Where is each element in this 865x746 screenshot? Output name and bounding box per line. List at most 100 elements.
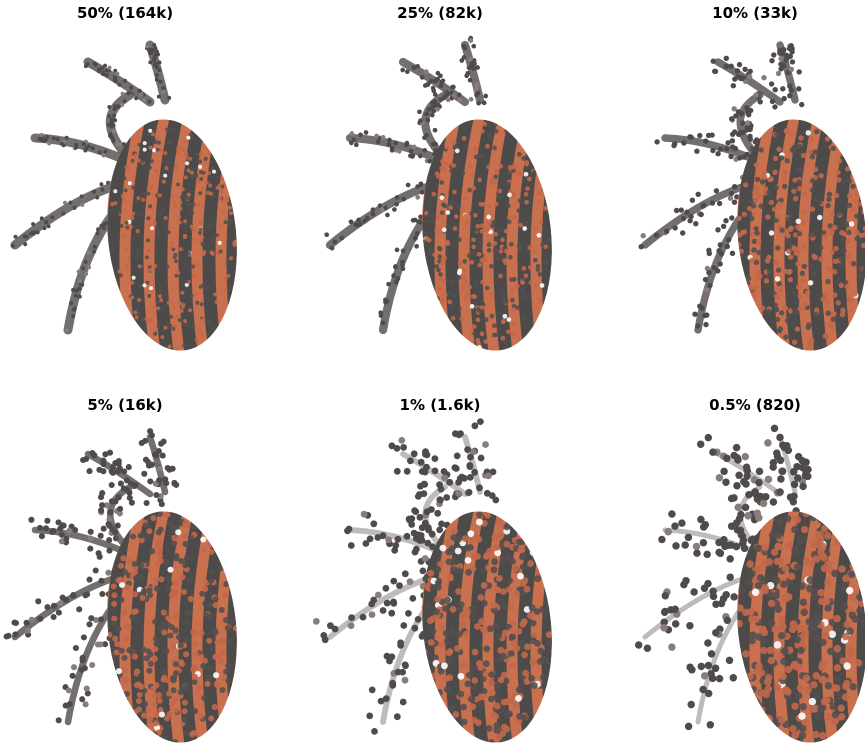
point xyxy=(672,225,678,231)
point xyxy=(210,238,215,243)
point xyxy=(804,686,812,694)
point xyxy=(817,597,826,605)
point xyxy=(61,211,66,216)
point xyxy=(151,731,158,738)
point xyxy=(406,578,414,586)
point xyxy=(438,520,445,528)
point xyxy=(824,604,832,612)
point xyxy=(476,484,483,492)
point xyxy=(383,297,388,303)
point xyxy=(182,541,189,548)
point xyxy=(402,662,409,670)
point xyxy=(422,239,427,245)
point xyxy=(131,653,139,660)
point-cloud xyxy=(3,428,248,746)
point xyxy=(727,195,734,201)
point xyxy=(847,297,853,303)
point xyxy=(753,288,759,294)
point xyxy=(755,269,762,275)
point xyxy=(782,169,788,175)
point xyxy=(130,533,137,540)
point xyxy=(45,135,50,139)
point xyxy=(725,140,731,146)
point xyxy=(515,305,521,311)
point xyxy=(201,187,206,192)
point xyxy=(773,683,782,691)
point xyxy=(772,104,778,110)
point xyxy=(166,711,173,718)
point xyxy=(774,293,780,299)
point xyxy=(460,285,466,290)
point xyxy=(702,312,708,319)
point xyxy=(379,607,387,614)
point xyxy=(86,576,93,583)
point xyxy=(672,542,680,550)
point xyxy=(764,258,771,264)
point xyxy=(171,524,178,531)
point xyxy=(817,245,824,251)
point xyxy=(117,82,122,87)
point xyxy=(840,147,847,153)
point xyxy=(762,493,770,501)
point xyxy=(694,148,700,154)
point xyxy=(10,243,15,248)
point xyxy=(678,519,686,527)
point xyxy=(847,570,856,579)
point xyxy=(500,698,508,706)
point xyxy=(780,86,786,92)
point xyxy=(680,580,688,589)
point xyxy=(466,474,474,481)
point xyxy=(224,216,229,221)
point xyxy=(511,331,517,336)
point xyxy=(456,270,462,276)
point xyxy=(446,478,454,486)
point xyxy=(471,422,479,430)
point xyxy=(775,651,784,660)
point xyxy=(165,586,172,593)
point xyxy=(207,320,212,325)
point xyxy=(660,618,668,626)
point xyxy=(35,598,42,605)
point xyxy=(397,642,405,649)
point xyxy=(167,344,172,349)
point xyxy=(97,150,102,155)
point xyxy=(11,619,18,626)
point xyxy=(144,316,149,321)
point xyxy=(113,75,118,80)
point xyxy=(87,528,94,535)
point xyxy=(479,223,484,229)
point xyxy=(697,515,705,524)
point xyxy=(120,555,127,562)
point xyxy=(459,316,465,322)
point xyxy=(171,534,178,541)
point xyxy=(392,542,400,549)
point xyxy=(539,283,545,288)
point xyxy=(770,548,779,556)
point xyxy=(517,572,524,580)
point xyxy=(516,151,522,157)
point xyxy=(700,203,706,209)
point xyxy=(186,192,191,197)
point xyxy=(492,713,500,720)
point xyxy=(366,712,374,720)
point xyxy=(312,618,320,625)
point xyxy=(712,600,720,608)
point xyxy=(480,600,488,607)
point xyxy=(451,557,458,565)
point xyxy=(219,686,226,694)
point xyxy=(435,106,440,112)
point xyxy=(490,601,498,609)
point xyxy=(152,618,159,625)
point xyxy=(153,452,160,459)
point xyxy=(89,661,96,669)
point xyxy=(149,50,154,55)
point xyxy=(476,660,483,667)
point xyxy=(543,259,549,265)
point xyxy=(348,140,354,146)
point xyxy=(198,152,203,157)
point xyxy=(767,176,773,183)
point xyxy=(806,346,812,353)
point xyxy=(833,664,842,672)
point xyxy=(111,246,115,251)
point xyxy=(538,219,544,225)
